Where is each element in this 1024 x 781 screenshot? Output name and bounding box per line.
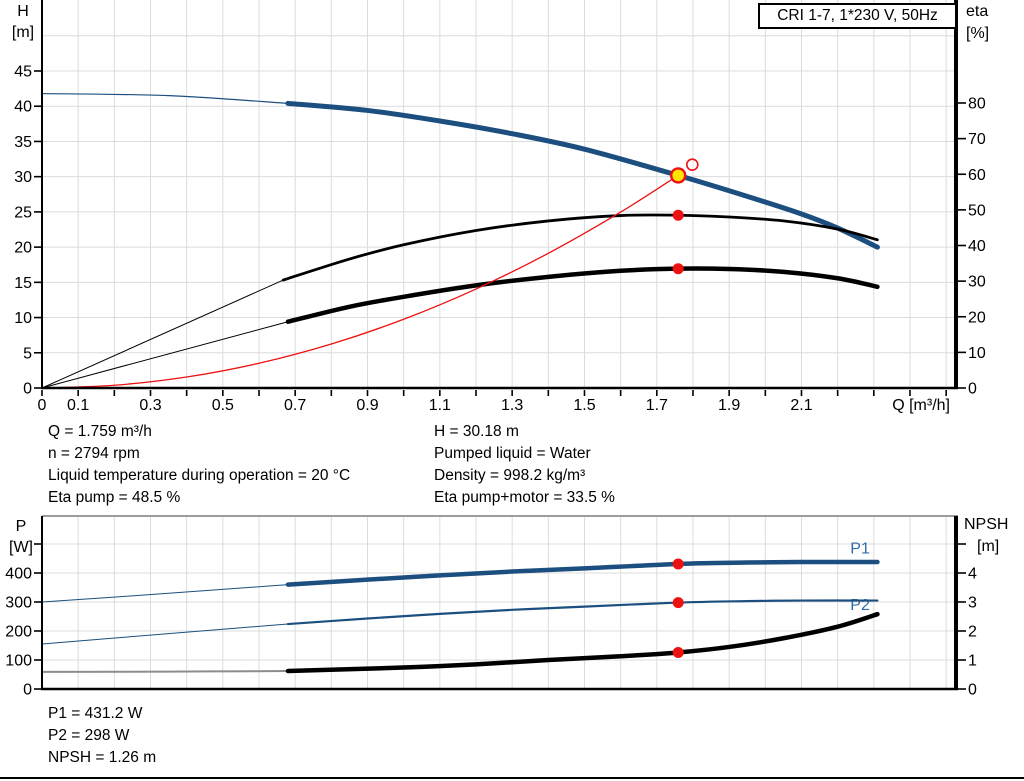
result-npsh: NPSH = 1.26 m	[48, 749, 157, 766]
annotation-eta-total: Eta pump+motor = 33.5 %	[434, 489, 615, 506]
y-left-tick-label: 0	[23, 682, 32, 699]
y-right-tick-label: 3	[968, 595, 977, 612]
x-tick-label: 1.9	[718, 397, 740, 414]
y-right-tick-label: 2	[968, 624, 977, 641]
y-left-tick-label: 45	[14, 64, 32, 81]
duty-marker-dot	[672, 209, 684, 221]
annotation-liquid: Pumped liquid = Water	[434, 445, 591, 462]
p-axis-unit: [W]	[9, 539, 33, 556]
p-axis-title: P	[15, 518, 27, 535]
x-tick-label: 1.5	[573, 397, 595, 414]
annotation-speed: n = 2794 rpm	[48, 445, 140, 462]
head-curve-thin	[41, 92, 289, 105]
eta-axis-unit: [%]	[966, 25, 990, 42]
annotation-flow: Q = 1.759 m³/h	[48, 423, 152, 440]
y-right-tick-label: 0	[968, 381, 977, 398]
y-left-tick-label: 300	[5, 595, 32, 612]
x-axis-label: Q [m³/h]	[892, 397, 950, 414]
y-left-tick-label: 10	[14, 310, 32, 327]
y-left-tick-label: 200	[5, 624, 32, 641]
x-tick-label: 0.7	[284, 397, 306, 414]
y-left-tick-label: 25	[14, 204, 32, 221]
x-tick-label: 0.5	[212, 397, 234, 414]
duty-marker-dot	[672, 263, 684, 275]
y-right-tick-label: 1	[968, 653, 977, 670]
y-left-tick-label: 35	[14, 134, 32, 151]
y-left-tick-label: 30	[14, 169, 32, 186]
y-right-tick-label: 30	[968, 274, 986, 291]
annotation-temperature: Liquid temperature during operation = 20…	[48, 467, 351, 484]
y-right-tick-label: 70	[968, 131, 986, 148]
eta-pump-curve-thin	[41, 279, 284, 389]
duty-point-marker	[670, 167, 687, 184]
annotation-head: H = 30.18 m	[434, 423, 519, 440]
eta-pump-motor-curve	[285, 266, 880, 324]
page-bottom-rule	[0, 777, 1024, 779]
y-right-tick-label: 60	[968, 167, 986, 184]
h-axis-title: H	[17, 3, 29, 20]
x-tick-label: 1.3	[501, 397, 523, 414]
x-tick-label: 0.3	[139, 397, 161, 414]
y-left-tick-label: 0	[23, 381, 32, 398]
x-tick-label: 2.1	[790, 397, 812, 414]
y-left-tick-label: 20	[14, 240, 32, 257]
y-left-tick-label: 5	[23, 345, 32, 362]
x-tick-label: 0	[38, 397, 47, 414]
annotation-eta-pump: Eta pump = 48.5 %	[48, 489, 181, 506]
eta-axis-title: eta	[966, 3, 989, 20]
x-tick-label: 0.9	[356, 397, 378, 414]
duty-marker-dot	[672, 597, 684, 609]
rated-point-open-circle	[685, 158, 699, 171]
npsh-curve-thin	[41, 670, 289, 673]
p2-curve	[286, 599, 879, 626]
y-left-tick-label: 15	[14, 275, 32, 292]
y-right-tick-label: 80	[968, 96, 986, 113]
curve-label-p1: P1	[850, 540, 870, 557]
y-right-tick-label: 4	[968, 566, 977, 583]
npsh-axis-unit: [m]	[977, 538, 1000, 555]
duty-marker-dot	[672, 647, 684, 658]
y-left-tick-label: 40	[14, 99, 32, 116]
duty-marker-dot	[672, 558, 684, 570]
y-left-tick-label: 400	[5, 566, 32, 583]
x-tick-label: 1.7	[646, 397, 668, 414]
npsh-curve	[285, 611, 880, 674]
result-p1: P1 = 431.2 W	[48, 705, 143, 722]
p1-curve-thin	[41, 584, 289, 603]
pump-title-box: CRI 1-7, 1*230 V, 50Hz	[758, 3, 957, 29]
p2-curve-thin	[41, 623, 289, 645]
eta-pump-motor-curve-thin	[41, 321, 289, 389]
h-axis-unit: [m]	[11, 24, 35, 41]
head-curve	[285, 100, 880, 250]
y-right-tick-label: 40	[968, 238, 986, 255]
y-right-tick-label: 0	[968, 682, 977, 699]
y-right-tick-label: 10	[968, 345, 986, 362]
x-tick-label: 1.1	[429, 397, 451, 414]
p1-curve	[285, 559, 880, 587]
annotation-density: Density = 998.2 kg/m³	[434, 467, 586, 484]
x-tick-label: 0.1	[67, 397, 89, 414]
y-right-tick-label: 20	[968, 309, 986, 326]
npsh-axis-title: NPSH	[964, 516, 1009, 533]
y-left-tick-label: 100	[5, 653, 32, 670]
result-p2: P2 = 298 W	[48, 727, 130, 744]
y-right-tick-label: 50	[968, 202, 986, 219]
system-curve	[41, 174, 679, 389]
